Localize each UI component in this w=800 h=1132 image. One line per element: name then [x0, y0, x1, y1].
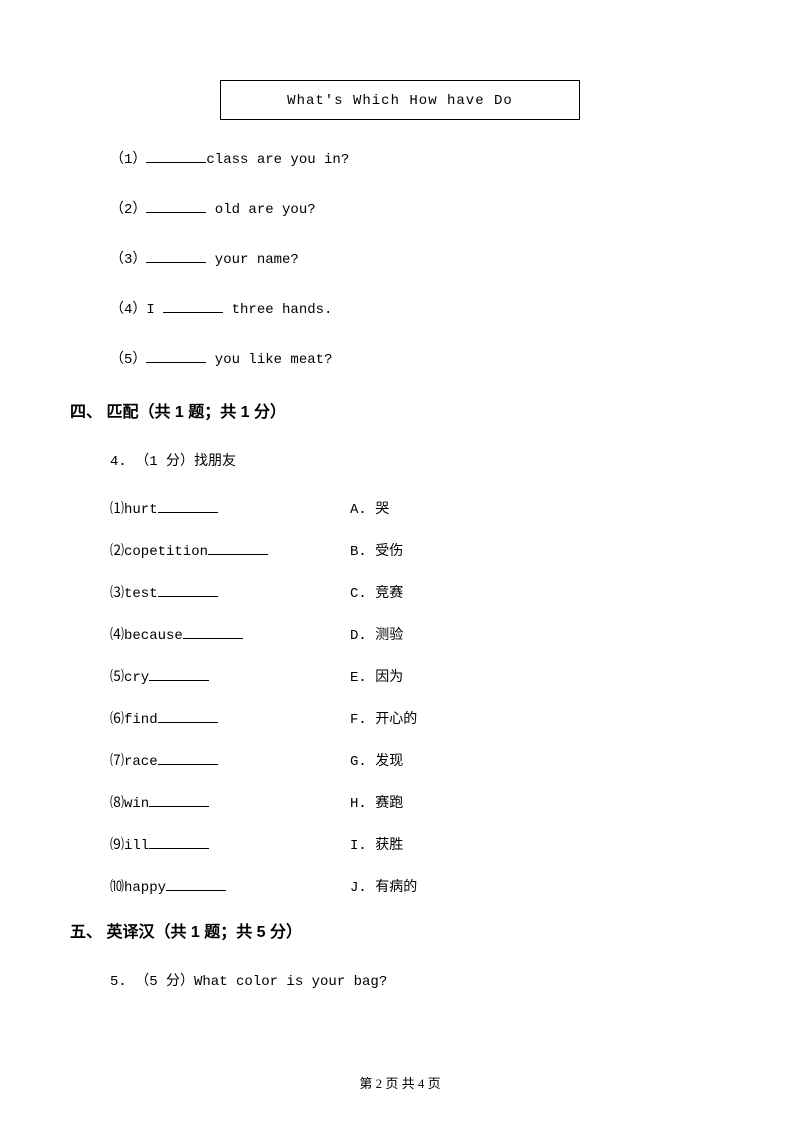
section-5-title: 五、 英译汉（共 1 题；共 5 分）	[70, 918, 730, 942]
match-left-text: ⑶test	[110, 586, 158, 602]
match-left-text: ⑹find	[110, 712, 158, 728]
match-right: D. 测验	[350, 624, 730, 644]
match-blank	[183, 625, 243, 639]
match-row: ⑴hurt A. 哭	[110, 498, 730, 518]
fill-item-num: （4）I	[110, 302, 163, 318]
match-right: I. 获胜	[350, 834, 730, 854]
section-4-title: 四、 匹配（共 1 题；共 1 分）	[70, 398, 730, 422]
fill-item-num: （3）	[110, 252, 146, 268]
match-left-text: ⑼ill	[110, 838, 149, 854]
match-blank	[158, 583, 218, 597]
match-blank	[166, 877, 226, 891]
match-row: ⑽happy J. 有病的	[110, 876, 730, 896]
match-blank	[149, 793, 209, 807]
match-left: ⑴hurt	[110, 498, 350, 518]
match-row: ⑵copetition B. 受伤	[110, 540, 730, 560]
match-left: ⑺race	[110, 750, 350, 770]
match-left: ⑽happy	[110, 876, 350, 896]
match-blank	[149, 835, 209, 849]
match-left-text: ⑺race	[110, 754, 158, 770]
fill-item-num: （5）	[110, 352, 146, 368]
fill-blank	[146, 249, 206, 263]
match-blank	[208, 541, 268, 555]
match-row: ⑸cry E. 因为	[110, 666, 730, 686]
match-left-text: ⑵copetition	[110, 544, 208, 560]
match-blank	[149, 667, 209, 681]
match-left: ⑷because	[110, 624, 350, 644]
match-right: G. 发现	[350, 750, 730, 770]
match-blank	[158, 709, 218, 723]
fill-blank-list: （1） class are you in? （2） old are you? （3） …	[70, 148, 730, 368]
match-right: C. 竞赛	[350, 582, 730, 602]
page-footer: 第 2 页 共 4 页	[0, 1073, 800, 1092]
match-left: ⑶test	[110, 582, 350, 602]
match-left: ⑻win	[110, 792, 350, 812]
match-list: ⑴hurt A. 哭 ⑵copetition B. 受伤 ⑶test C. 竞赛 ⑷beca…	[70, 498, 730, 896]
fill-item: （2） old are you?	[110, 198, 730, 218]
match-right: J. 有病的	[350, 876, 730, 896]
match-left-text: ⑷because	[110, 628, 183, 644]
match-row: ⑷because D. 测验	[110, 624, 730, 644]
fill-item: （3） your name?	[110, 248, 730, 268]
match-left-text: ⑸cry	[110, 670, 149, 686]
match-left-text: ⑻win	[110, 796, 149, 812]
fill-blank	[146, 349, 206, 363]
match-row: ⑼ill I. 获胜	[110, 834, 730, 854]
match-left-text: ⑴hurt	[110, 502, 158, 518]
match-right: A. 哭	[350, 498, 730, 518]
fill-blank	[146, 199, 206, 213]
match-left: ⑼ill	[110, 834, 350, 854]
match-blank	[158, 499, 218, 513]
fill-item-text: three hands.	[223, 302, 332, 318]
question-4-intro: 4. （1 分）找朋友	[110, 450, 730, 470]
fill-item-num: （2）	[110, 202, 146, 218]
match-right: H. 赛跑	[350, 792, 730, 812]
match-row: ⑺race G. 发现	[110, 750, 730, 770]
fill-item-text: class are you in?	[206, 152, 349, 168]
fill-item-text: old are you?	[206, 202, 315, 218]
fill-item-num: （1）	[110, 152, 146, 168]
word-box: What's Which How have Do	[220, 80, 580, 120]
fill-item: （5） you like meat?	[110, 348, 730, 368]
fill-item: （4）I three hands.	[110, 298, 730, 318]
match-left-text: ⑽happy	[110, 880, 166, 896]
fill-blank	[146, 149, 206, 163]
match-right: F. 开心的	[350, 708, 730, 728]
match-row: ⑹find F. 开心的	[110, 708, 730, 728]
fill-item-text: you like meat?	[206, 352, 332, 368]
question-5-text: 5. （5 分）What color is your bag?	[110, 970, 730, 990]
fill-item: （1） class are you in?	[110, 148, 730, 168]
word-box-text: What's Which How have Do	[287, 93, 513, 109]
match-left: ⑸cry	[110, 666, 350, 686]
match-right: E. 因为	[350, 666, 730, 686]
match-right: B. 受伤	[350, 540, 730, 560]
match-row: ⑻win H. 赛跑	[110, 792, 730, 812]
match-left: ⑹find	[110, 708, 350, 728]
fill-blank	[163, 299, 223, 313]
match-left: ⑵copetition	[110, 540, 350, 560]
match-blank	[158, 751, 218, 765]
match-row: ⑶test C. 竞赛	[110, 582, 730, 602]
fill-item-text: your name?	[206, 252, 298, 268]
